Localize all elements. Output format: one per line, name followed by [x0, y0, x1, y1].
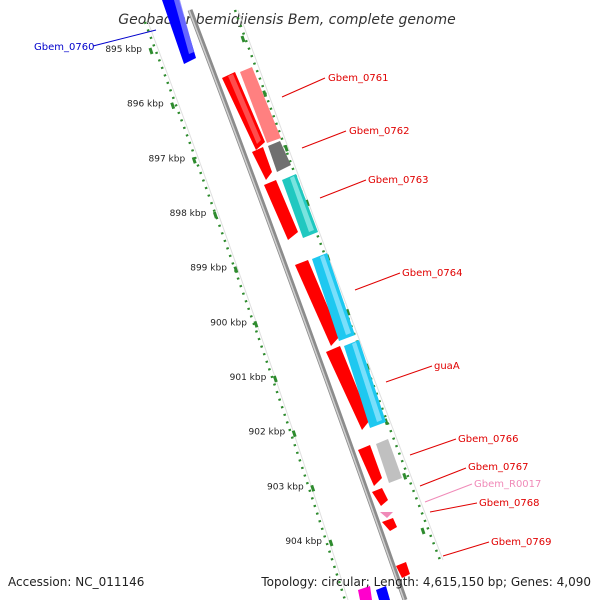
gene-label-gbem-0766[interactable]: Gbem_0766 [458, 434, 518, 445]
scale-tick-label: 903 kbp [267, 482, 304, 492]
scale-tick-label: 899 kbp [190, 264, 227, 274]
feature-gbem-0766[interactable] [358, 445, 382, 486]
feature-gbem-0764[interactable] [295, 260, 340, 346]
feature-gbem-0764-shade [320, 255, 351, 335]
scale-tick-label: 898 kbp [170, 209, 207, 219]
gene-label-gbem-0769[interactable]: Gbem_0769 [491, 537, 551, 548]
gene-label-gbem-0762[interactable]: Gbem_0762 [349, 126, 409, 137]
outer-scale-tick-mark [262, 90, 268, 98]
outer-scale-tick-mark [402, 472, 408, 480]
scale-tick-label: 901 kbp [230, 373, 267, 383]
gene-label-gbem-0767[interactable]: Gbem_0767 [468, 462, 528, 473]
gene-label-gbem-r0017[interactable]: Gbem_R0017 [474, 479, 541, 490]
outer-scale-tick-mark [304, 199, 310, 207]
scale-ticks: 895 kbp 896 kbp 897 kbp 898 kbp 899 kbp 900 k… [105, 35, 426, 547]
scale-tick-mark [148, 47, 154, 55]
feature-gbem-0768[interactable] [382, 518, 397, 531]
outer-scale-tick-mark [345, 308, 351, 316]
gene-label-gbem-0768[interactable]: Gbem_0768 [479, 498, 539, 509]
gene-label-gbem-0763[interactable]: Gbem_0763 [368, 175, 428, 186]
scale-tick-mark [328, 539, 334, 547]
scale-tick-mark [272, 375, 278, 383]
scale-tick-mark [253, 320, 259, 328]
outer-scale-tick-mark [420, 527, 426, 535]
gene-label-gbem-0760[interactable]: Gbem_0760 [34, 42, 94, 53]
gene-label-gbem-0761[interactable]: Gbem_0761 [328, 73, 388, 84]
map-title: Geobacter bemidjiensis Bem, complete gen… [118, 12, 455, 28]
feature-gbem-0762-b[interactable] [268, 141, 291, 172]
genome-summary-text: Topology: circular; Length: 4,615,150 bp… [260, 575, 591, 589]
feature-bottom-blue[interactable] [376, 586, 390, 600]
feature-gbem-0763-shade [290, 176, 314, 232]
feature-guaa[interactable] [326, 346, 370, 430]
feature-gbem-0761-shade [228, 74, 261, 144]
scale-tick-label: 896 kbp [127, 100, 164, 110]
scale-tick-mark [291, 430, 297, 438]
scale-tick-mark [170, 102, 176, 110]
feature-guaa-shade [352, 342, 382, 422]
scale-tick-mark [191, 156, 197, 164]
scale-tick-label: 897 kbp [149, 154, 186, 164]
feature-gbem-0760-shade [174, 0, 194, 54]
outer-scale-tick-mark [240, 35, 246, 43]
feature-gbem-0762[interactable] [252, 147, 272, 180]
scale-tick-label: 895 kbp [105, 45, 142, 55]
feature-gbem-r0017[interactable] [380, 512, 393, 518]
gene-label-gbem-0764[interactable]: Gbem_0764 [402, 268, 462, 279]
backbone-highlight [188, 9, 405, 600]
gene-label-guaa[interactable]: guaA [434, 361, 460, 372]
outer-scale-tick-mark [283, 144, 289, 152]
features [162, 0, 410, 600]
genome-backbone [187, 9, 408, 600]
feature-bottom-magenta[interactable] [358, 586, 372, 600]
feature-gbem-0763[interactable] [264, 180, 298, 240]
scale-tick-mark [233, 266, 239, 274]
scale-tick-label: 904 kbp [285, 537, 322, 547]
outer-scale-tick-mark [383, 418, 389, 426]
scale-tick-mark [310, 484, 316, 492]
feature-gbem-0766-b[interactable] [376, 439, 402, 483]
scale-tick-label: 900 kbp [210, 318, 247, 328]
scale-tick-label: 902 kbp [249, 428, 286, 438]
feature-gbem-0761-b[interactable] [240, 67, 281, 143]
outer-boundary [237, 9, 444, 561]
accession-text: Accession: NC_011146 [8, 575, 144, 589]
gene-labels: Gbem_0760 Gbem_0761 Gbem_0762 Gbem_0763 … [34, 42, 551, 548]
inner-boundary [147, 21, 349, 600]
label-connectors [92, 29, 490, 557]
scale-tick-mark [212, 211, 218, 219]
feature-gbem-0769[interactable] [396, 562, 410, 578]
feature-gbem-0767[interactable] [372, 488, 388, 506]
